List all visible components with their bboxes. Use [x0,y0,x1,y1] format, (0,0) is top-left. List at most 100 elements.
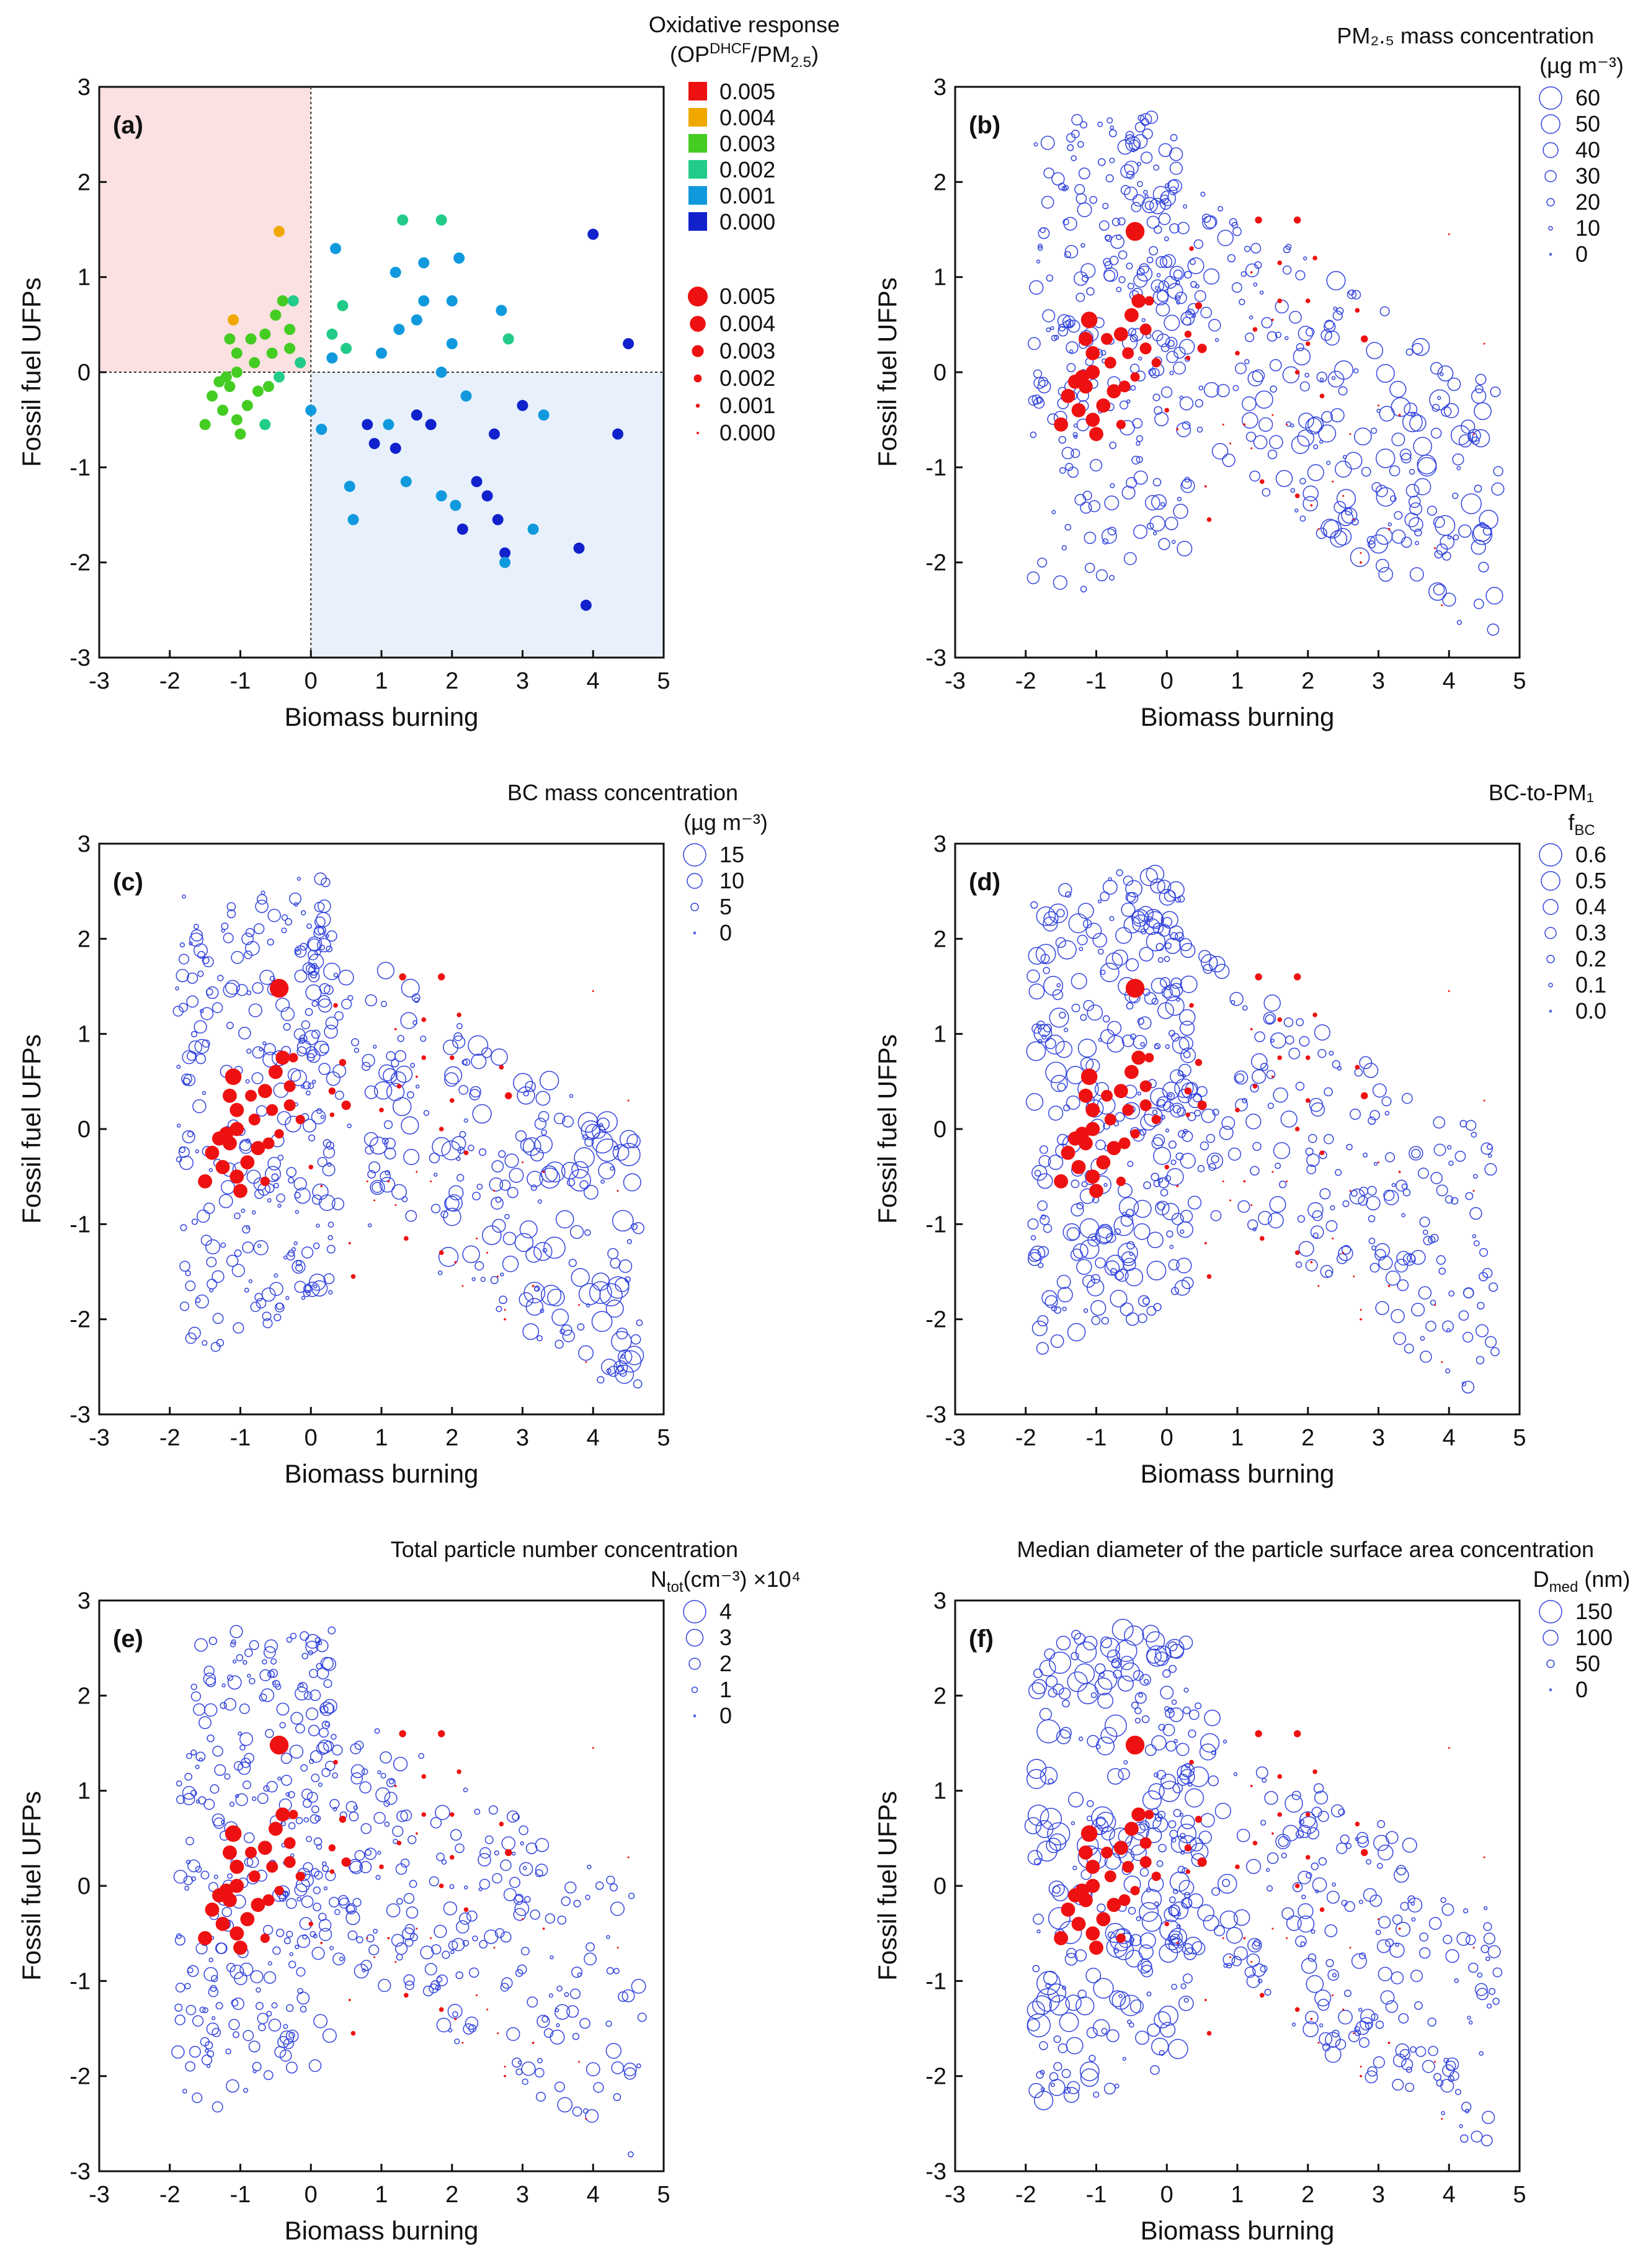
data-point-red [504,2074,506,2078]
data-point [1166,1167,1184,1186]
data-point [1208,319,1221,332]
data-point [319,944,326,950]
data-point [1134,1707,1142,1715]
data-point [205,1677,216,1687]
data-point [256,1987,261,1993]
data-point [316,1223,320,1228]
data-point [264,1971,277,1984]
data-point [1160,343,1170,352]
data-point [1121,1251,1136,1266]
data-point [1299,1816,1318,1834]
data-point [1472,523,1492,542]
data-point [1324,330,1340,346]
data-point [1302,485,1319,502]
data-point [1162,1203,1180,1221]
data-point-red [454,1261,457,1264]
panel-tag: (f) [969,1625,994,1653]
data-point [329,1945,334,1950]
data-point [274,371,285,383]
data-point-red [1184,1087,1192,1095]
legend-swatch [688,186,707,205]
data-point [530,1148,544,1162]
data-point-red [505,1092,512,1100]
data-point [1116,234,1122,241]
data-point [633,1379,643,1389]
x-axis-label: Biomass burning [1141,702,1335,731]
data-point-red [1106,1898,1121,1913]
data-point [252,2069,257,2074]
data-point [1285,1035,1294,1045]
data-point [303,1691,313,1700]
data-point [1219,1910,1238,1929]
data-point-red [1206,517,1212,522]
data-point [506,1810,519,1823]
data-point-red [1255,1730,1262,1738]
data-point [1374,1249,1386,1261]
data-point [610,1901,625,1916]
data-point-red [421,1055,427,1060]
y-tick-label: 0 [78,1873,91,1900]
data-point-red [617,1190,619,1192]
data-point [1404,402,1418,416]
data-point [1489,1282,1498,1292]
data-point [265,1729,274,1738]
data-point [1484,1336,1497,1348]
data-point [258,2023,266,2032]
data-point-red [1355,308,1360,313]
data-point [241,1208,246,1213]
data-point-red [1310,1261,1313,1264]
legend-title-sup: DHCF [710,40,751,57]
data-point [1180,1815,1195,1829]
data-point [1399,2048,1410,2060]
x-tick-label: 2 [445,2182,458,2208]
data-point [1445,1368,1451,1373]
data-point [1137,1958,1152,1974]
data-point [1135,2030,1149,2045]
legend-title-part: (OP [670,42,710,67]
data-point [1051,510,1056,514]
data-point [256,894,267,905]
data-point [1420,1351,1432,1363]
data-point [586,1303,590,1308]
data-point-red [1250,1028,1253,1030]
y-tick-label: 0 [78,360,91,386]
data-point [220,1702,227,1709]
data-point [1471,539,1486,555]
data-point-red [394,1204,397,1207]
data-point-red [1243,1180,1246,1183]
data-point-red [387,1937,390,1940]
data-point [190,1749,197,1756]
data-point [345,1801,358,1813]
data-point [1095,1257,1106,1269]
data-point [1157,957,1164,963]
data-point [481,1047,492,1058]
data-point [323,1741,334,1752]
data-point [1195,399,1204,408]
data-point [1428,2045,1438,2056]
data-point [1153,1146,1172,1165]
data-point [1175,932,1185,942]
data-point [1065,891,1072,898]
data-point-red [1448,233,1450,236]
data-point [386,1051,396,1061]
data-point [311,963,318,969]
data-point [319,1927,332,1941]
data-point [1372,1083,1387,1098]
data-point [1038,1154,1051,1167]
data-point [280,1007,295,1021]
data-point [1134,1692,1147,1704]
data-point [354,1047,360,1053]
data-point-red [1294,493,1300,499]
data-point [1100,891,1110,901]
data-point [1298,1870,1312,1885]
data-point [368,1161,381,1174]
data-point-red [1310,504,1313,507]
data-point [1049,1994,1070,2016]
x-tick-label: -3 [945,2182,966,2208]
data-point [1148,368,1156,377]
legend-size-marker [1539,843,1562,867]
data-point [1456,620,1463,625]
data-point [1245,431,1257,442]
data-point [1486,2003,1492,2009]
data-point [188,1040,203,1055]
